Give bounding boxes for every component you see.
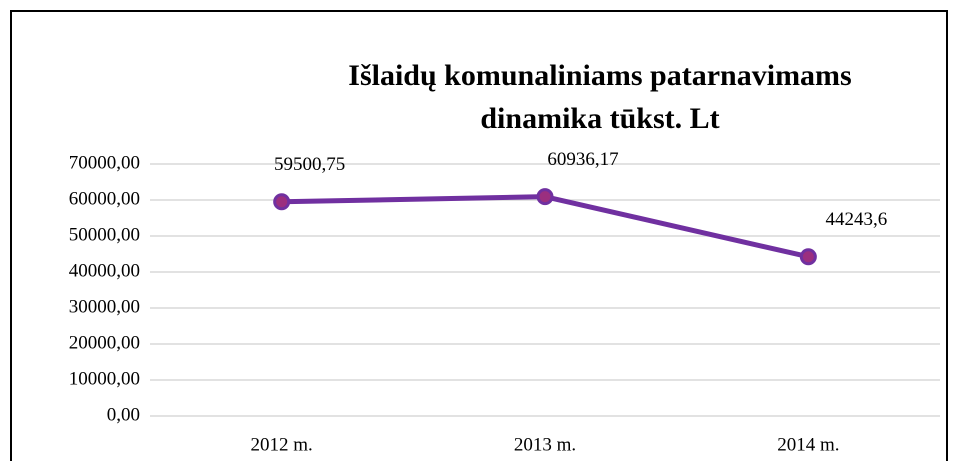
data-point bbox=[799, 248, 817, 266]
data-label: 60936,17 bbox=[547, 149, 618, 170]
data-point bbox=[536, 188, 554, 206]
y-tick-label: 10000,00 bbox=[69, 368, 140, 389]
y-tick-label: 30000,00 bbox=[69, 296, 140, 317]
x-tick-label: 2013 m. bbox=[514, 434, 576, 455]
x-tick-label: 2014 m. bbox=[777, 434, 839, 455]
x-tick-label: 2012 m. bbox=[251, 434, 313, 455]
data-line bbox=[281, 194, 809, 260]
data-point bbox=[273, 193, 291, 211]
data-label: 59500,75 bbox=[274, 154, 345, 175]
y-tick-label: 40000,00 bbox=[69, 260, 140, 281]
y-tick-label: 0,00 bbox=[107, 404, 140, 425]
chart-title: Išlaidų komunaliniams patarnavimams bbox=[348, 59, 851, 92]
y-tick-label: 50000,00 bbox=[69, 224, 140, 245]
chart-border bbox=[10, 10, 948, 461]
y-tick-label: 60000,00 bbox=[69, 188, 140, 209]
y-tick-label: 20000,00 bbox=[69, 332, 140, 353]
y-tick-label: 70000,00 bbox=[69, 152, 140, 173]
data-label: 44243,6 bbox=[825, 209, 887, 230]
chart-title: dinamika tūkst. Lt bbox=[480, 102, 719, 135]
